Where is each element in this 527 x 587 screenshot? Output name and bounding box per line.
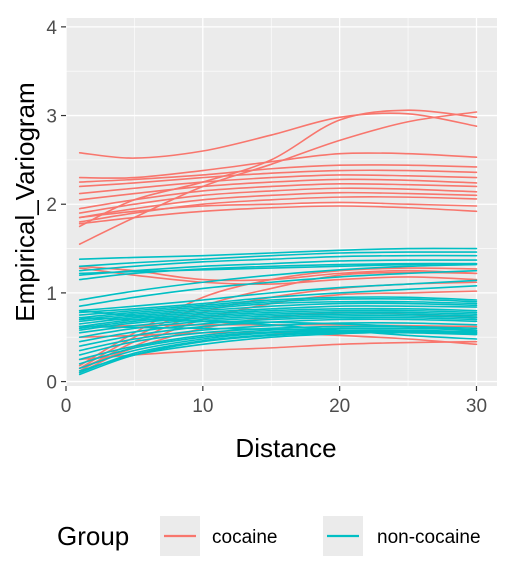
series-line-non-cocaine-10	[78, 296, 478, 316]
series-line-non-cocaine-3	[78, 259, 478, 276]
y-tick-label: 4	[46, 18, 57, 39]
x-axis-title: Distance	[235, 433, 336, 463]
series-line-non-cocaine-19	[78, 314, 478, 339]
series-line-non-cocaine-31	[78, 309, 478, 340]
series-line-cocaine-5	[78, 169, 478, 188]
series-line-non-cocaine-6	[78, 263, 478, 301]
legend-label-cocaine: cocaine	[212, 527, 278, 548]
series-line-cocaine-0	[78, 112, 478, 159]
series-line-non-cocaine-8	[78, 279, 478, 312]
series-line-cocaine-17	[78, 271, 478, 370]
axes: 0 10 20 30 0 1 2 3 4	[46, 18, 487, 417]
series-line-non-cocaine-30	[78, 316, 478, 331]
series-line-cocaine-15	[78, 267, 478, 285]
series-line-cocaine-12	[78, 201, 478, 219]
series-line-cocaine-7	[78, 178, 478, 201]
series-line-cocaine-16	[78, 267, 478, 367]
series-line-cocaine-3	[78, 152, 478, 179]
series-line-cocaine-11	[78, 196, 478, 223]
legend-label-non-cocaine: non-cocaine	[377, 527, 481, 548]
series-line-cocaine-8	[78, 182, 478, 210]
series-line-non-cocaine-2	[78, 254, 478, 272]
series-line-non-cocaine-24	[78, 327, 478, 361]
series-line-cocaine-10	[78, 191, 478, 219]
series-line-non-cocaine-5	[78, 262, 478, 275]
y-tick-label: 0	[46, 373, 57, 394]
legend: Group cocaine non-cocaine	[57, 516, 481, 556]
series-line-cocaine-6	[78, 174, 478, 195]
series-line-non-cocaine-11	[78, 297, 478, 319]
series-line-non-cocaine-29	[78, 330, 478, 372]
series-line-non-cocaine-9	[78, 285, 478, 314]
series-line-non-cocaine-20	[78, 316, 478, 343]
legend-title: Group	[57, 521, 129, 551]
x-tick-label: 10	[192, 396, 213, 417]
series-lines	[78, 109, 478, 376]
x-tick-label: 30	[466, 396, 487, 417]
series-line-non-cocaine-25	[78, 329, 478, 365]
series-line-cocaine-13	[78, 205, 478, 225]
x-tick-label: 0	[61, 396, 72, 417]
series-line-cocaine-4	[78, 164, 478, 183]
series-line-non-cocaine-7	[78, 269, 478, 307]
y-tick-label: 1	[46, 284, 57, 305]
series-line-non-cocaine-4	[78, 262, 478, 281]
x-tick-label: 20	[329, 396, 350, 417]
series-line-non-cocaine-32	[78, 325, 478, 334]
series-line-non-cocaine-0	[78, 247, 478, 260]
series-line-non-cocaine-16	[78, 309, 478, 330]
series-line-cocaine-9	[78, 187, 478, 214]
series-line-non-cocaine-22	[78, 321, 478, 352]
y-axis-title: Empirical_Variogram	[10, 82, 40, 321]
series-line-non-cocaine-12	[78, 300, 478, 321]
series-line-non-cocaine-1	[78, 251, 478, 268]
series-line-non-cocaine-14	[78, 305, 478, 325]
series-line-non-cocaine-18	[78, 313, 478, 334]
series-line-non-cocaine-17	[78, 311, 478, 331]
y-tick-label: 3	[46, 107, 57, 128]
y-tick-label: 2	[46, 195, 57, 216]
